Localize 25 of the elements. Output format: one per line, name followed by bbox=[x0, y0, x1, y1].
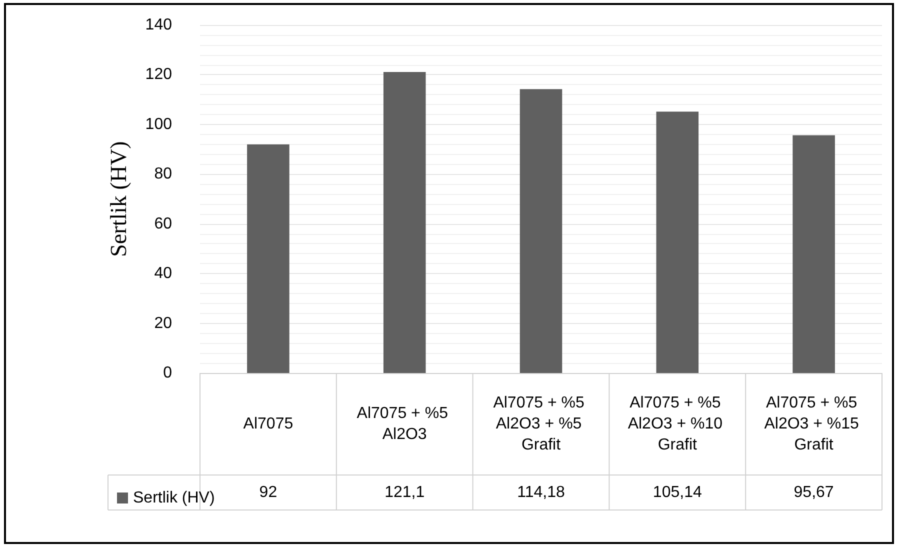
bar bbox=[656, 112, 699, 373]
bar bbox=[247, 144, 290, 373]
y-tick-label: 80 bbox=[154, 166, 172, 183]
data-label: 121,1 bbox=[384, 484, 425, 501]
y-tick-label: 100 bbox=[145, 116, 172, 133]
x-tick-label: Al7075 + %5 Al2O3 bbox=[356, 405, 452, 443]
legend-label: Sertlik (HV) bbox=[133, 490, 215, 506]
bar bbox=[383, 72, 426, 373]
y-tick-label: 60 bbox=[154, 215, 172, 232]
y-axis-title: Sertlik (HV) bbox=[106, 141, 131, 257]
data-label: 105,14 bbox=[652, 484, 702, 501]
bar bbox=[520, 89, 562, 373]
data-label: 92 bbox=[259, 484, 278, 501]
y-tick-label: 0 bbox=[163, 364, 172, 382]
x-tick-label: Al7075 + %5 Al2O3 + %10 Grafit bbox=[628, 394, 727, 454]
x-tick-label: Al7075 + %5 Al2O3 + %5 Grafit bbox=[493, 394, 589, 454]
x-tick-label: Al7075 + %5 Al2O3 + %15 Grafit bbox=[764, 394, 864, 454]
y-tick-label: 140 bbox=[145, 16, 172, 34]
y-tick-label: 40 bbox=[154, 265, 172, 282]
data-label: 95,67 bbox=[794, 484, 834, 501]
data-label: 114,18 bbox=[517, 484, 565, 501]
y-tick-label: 120 bbox=[145, 66, 172, 84]
x-tick-label: Al7075 bbox=[243, 416, 294, 432]
bar bbox=[792, 135, 835, 373]
y-tick-label: 20 bbox=[154, 314, 172, 332]
